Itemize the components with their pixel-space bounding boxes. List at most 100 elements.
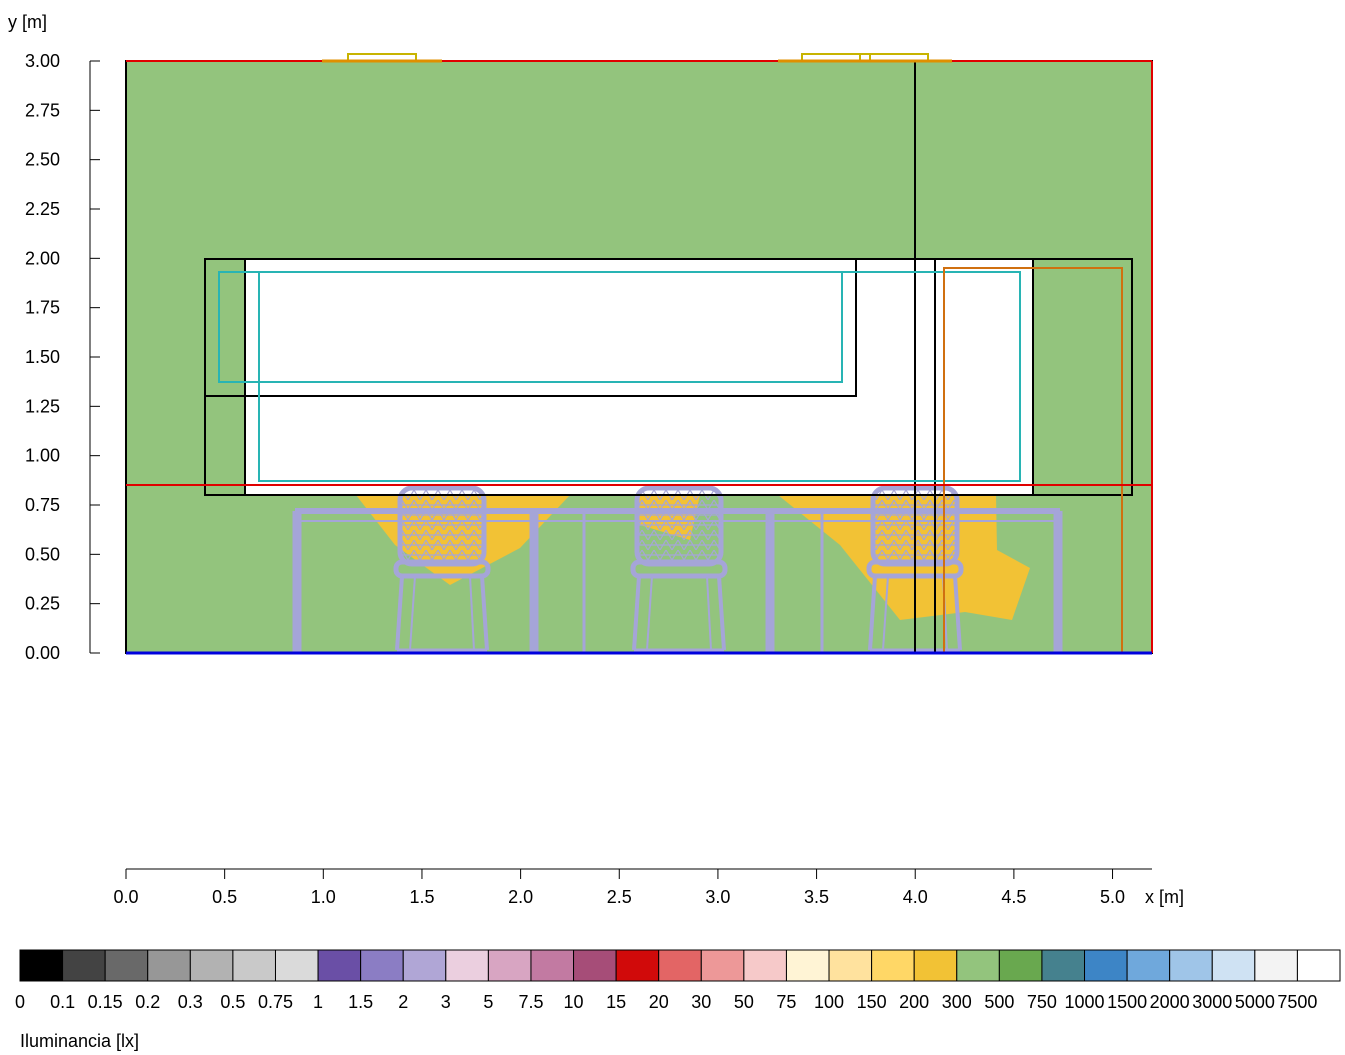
legend-swatch xyxy=(573,949,617,982)
y-tick-label: 0.25 xyxy=(25,594,60,614)
legend-label: 0.1 xyxy=(50,992,75,1012)
x-tick-label: 2.5 xyxy=(607,887,632,907)
legend-label: 3 xyxy=(441,992,451,1012)
legend-swatch xyxy=(743,949,787,982)
legend-label: 1500 xyxy=(1107,992,1147,1012)
legend-swatch xyxy=(530,949,575,982)
y-tick-label: 0.75 xyxy=(25,495,60,515)
legend-swatch xyxy=(19,949,64,982)
legend-label: 15 xyxy=(606,992,626,1012)
stool-leg xyxy=(632,575,641,651)
x-axis: 0.0 0.5 1.0 1.5 2.0 2.5 3.0 3.5 4.0 4.5 5.0 xyxy=(113,868,1152,907)
y-tick-label: 1.25 xyxy=(25,396,60,416)
legend-swatch xyxy=(147,949,191,982)
stool-leg xyxy=(480,575,489,651)
legend-swatch xyxy=(402,949,447,982)
legend-label: 20 xyxy=(649,992,669,1012)
legend-swatch xyxy=(956,949,1000,982)
x-tick-label: 4.0 xyxy=(903,887,928,907)
stool-leg xyxy=(717,575,726,651)
legend-swatch xyxy=(871,949,915,982)
legend-label: 0.5 xyxy=(220,992,245,1012)
legend-label: 150 xyxy=(857,992,887,1012)
illuminance-legend: 0 0.1 0.15 0.2 0.3 0.5 0.75 1 1.5 2 3 5 7.5 10 15 20 30 5… xyxy=(15,949,1341,1012)
inner-frame xyxy=(258,271,1021,482)
legend-swatch xyxy=(1126,949,1171,982)
stool xyxy=(393,485,491,652)
x-tick-label: 0.5 xyxy=(212,887,237,907)
x-tick-label: 2.0 xyxy=(508,887,533,907)
legend-label: 500 xyxy=(984,992,1014,1012)
legend-swatch xyxy=(104,949,149,982)
legend-swatch xyxy=(1084,949,1128,982)
stool-leg xyxy=(706,575,712,651)
window-opening xyxy=(245,259,1033,495)
legend-swatch xyxy=(360,949,404,982)
x-tick-label: 3.5 xyxy=(804,887,829,907)
legend-label: 1.5 xyxy=(348,992,373,1012)
legend-label: 200 xyxy=(899,992,929,1012)
x-tick-label: 0.0 xyxy=(113,887,138,907)
legend-swatch xyxy=(1254,949,1298,982)
y-tick-label: 1.75 xyxy=(25,298,60,318)
legend-label: 5 xyxy=(483,992,493,1012)
stool-back xyxy=(397,485,487,567)
legend-swatch xyxy=(1041,949,1086,982)
legend-swatch xyxy=(785,949,830,982)
legend-swatch xyxy=(274,949,319,982)
x-tick-label: 1.5 xyxy=(409,887,434,907)
legend-label: 0.2 xyxy=(135,992,160,1012)
legend-label: 7.5 xyxy=(518,992,543,1012)
stool-leg xyxy=(953,575,962,651)
y-tick-label: 2.50 xyxy=(25,150,60,170)
legend-swatch xyxy=(232,949,276,982)
luminaires xyxy=(322,53,952,63)
stool-seat xyxy=(393,559,491,579)
legend-label: 50 xyxy=(734,992,754,1012)
legend-label: 7500 xyxy=(1277,992,1317,1012)
stool xyxy=(630,485,728,652)
legend-swatch xyxy=(1296,949,1341,982)
legend-label: 0.3 xyxy=(178,992,203,1012)
stool-leg xyxy=(882,575,889,651)
legend-swatch xyxy=(62,949,106,982)
stool-seat xyxy=(630,559,728,579)
legend-title: Iluminancia [lx] xyxy=(20,1031,139,1051)
stool-leg xyxy=(395,575,404,651)
legend-label: 2000 xyxy=(1150,992,1190,1012)
stool-leg xyxy=(646,575,653,651)
legend-label: 0 xyxy=(15,992,25,1012)
legend-swatch xyxy=(1169,949,1213,982)
x-tick-label: 4.5 xyxy=(1001,887,1026,907)
legend-swatch xyxy=(487,949,532,982)
legend-label: 2 xyxy=(398,992,408,1012)
legend-label: 750 xyxy=(1027,992,1057,1012)
legend-label: 100 xyxy=(814,992,844,1012)
room-outlines xyxy=(125,60,1153,655)
y-tick-label: 2.00 xyxy=(25,248,60,268)
legend-swatch xyxy=(913,949,958,982)
legend-swatch xyxy=(615,949,660,982)
y-tick-label: 1.00 xyxy=(25,446,60,466)
stool-back xyxy=(634,485,724,567)
x-tick-label: 1.0 xyxy=(311,887,336,907)
y-tick-label: 2.75 xyxy=(25,100,60,120)
stool-leg xyxy=(469,575,475,651)
legend-label: 5000 xyxy=(1235,992,1275,1012)
x-axis-label: x [m] xyxy=(1145,887,1184,907)
legend-swatch xyxy=(1211,949,1256,982)
y-tick-label: 0.00 xyxy=(25,643,60,663)
y-axis-label: y [m] xyxy=(8,12,47,32)
y-tick-label: 0.50 xyxy=(25,544,60,564)
legend-label: 0.15 xyxy=(88,992,123,1012)
legend-label: 30 xyxy=(691,992,711,1012)
y-tick-label: 2.25 xyxy=(25,199,60,219)
stool-leg xyxy=(409,575,416,651)
legend-swatch xyxy=(189,949,234,982)
legend-swatch xyxy=(445,949,489,982)
legend-swatch xyxy=(998,949,1043,982)
legend-label: 3000 xyxy=(1192,992,1232,1012)
legend-label: 10 xyxy=(564,992,584,1012)
legend-label: 0.75 xyxy=(258,992,293,1012)
